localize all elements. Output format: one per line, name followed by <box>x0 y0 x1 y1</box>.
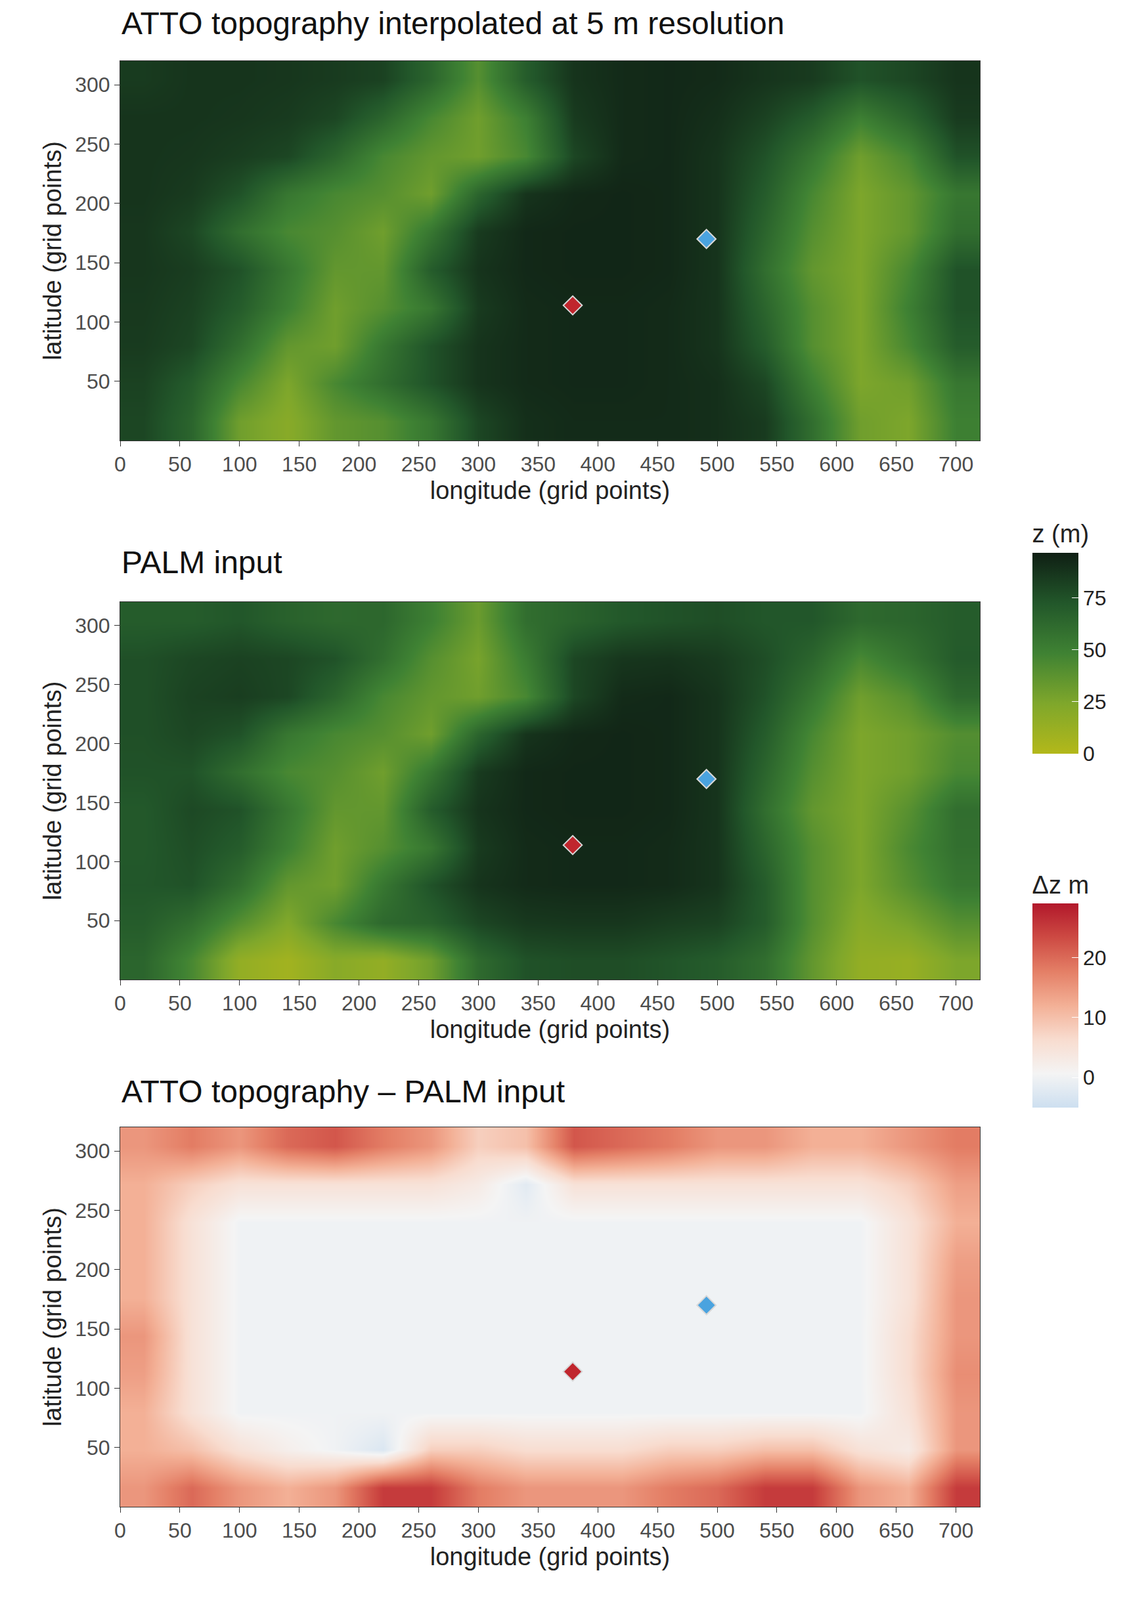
svg-text:longitude (grid points): longitude (grid points) <box>430 1543 670 1571</box>
svg-text:250: 250 <box>74 673 110 697</box>
svg-text:0: 0 <box>1082 742 1095 766</box>
svg-text:250: 250 <box>74 132 110 157</box>
svg-text:350: 350 <box>520 452 556 477</box>
svg-text:z (m): z (m) <box>1032 520 1090 548</box>
svg-text:650: 650 <box>878 1519 914 1543</box>
svg-text:100: 100 <box>221 991 257 1016</box>
svg-text:200: 200 <box>341 452 377 477</box>
svg-text:500: 500 <box>699 991 735 1016</box>
svg-text:700: 700 <box>938 1519 974 1543</box>
svg-text:latitude (grid points): latitude (grid points) <box>38 141 67 361</box>
svg-text:50: 50 <box>168 991 192 1016</box>
svg-text:150: 150 <box>281 452 317 477</box>
svg-text:550: 550 <box>759 1519 795 1543</box>
svg-text:250: 250 <box>401 991 437 1016</box>
svg-text:450: 450 <box>639 991 675 1016</box>
svg-text:300: 300 <box>74 614 110 638</box>
svg-text:0: 0 <box>114 1519 127 1543</box>
svg-text:50: 50 <box>168 452 192 477</box>
svg-text:600: 600 <box>818 1519 854 1543</box>
svg-text:500: 500 <box>699 1519 735 1543</box>
svg-text:500: 500 <box>699 452 735 477</box>
svg-text:0: 0 <box>1082 1065 1095 1090</box>
svg-text:400: 400 <box>580 452 616 477</box>
svg-text:150: 150 <box>281 1519 317 1543</box>
svg-text:350: 350 <box>520 1519 556 1543</box>
svg-text:latitude (grid points): latitude (grid points) <box>38 1207 67 1428</box>
svg-text:250: 250 <box>74 1199 110 1223</box>
svg-text:PALM input: PALM input <box>121 545 283 580</box>
svg-text:ATTO topography – PALM input: ATTO topography – PALM input <box>121 1074 565 1110</box>
svg-text:100: 100 <box>221 452 257 477</box>
svg-text:700: 700 <box>938 452 974 477</box>
svg-text:latitude (grid points): latitude (grid points) <box>38 681 67 902</box>
svg-text:ATTO topography interpolated a: ATTO topography interpolated at 5 m reso… <box>121 5 785 41</box>
svg-text:Δz m: Δz m <box>1032 871 1090 900</box>
svg-text:50: 50 <box>1082 638 1107 663</box>
svg-text:25: 25 <box>1082 690 1107 714</box>
svg-text:600: 600 <box>818 452 854 477</box>
svg-text:300: 300 <box>461 991 496 1016</box>
svg-text:10: 10 <box>1082 1006 1107 1030</box>
svg-text:50: 50 <box>86 1436 111 1460</box>
svg-text:100: 100 <box>74 1377 110 1401</box>
svg-text:450: 450 <box>639 452 675 477</box>
svg-text:50: 50 <box>86 369 111 394</box>
svg-text:400: 400 <box>580 991 616 1016</box>
svg-text:150: 150 <box>74 791 110 816</box>
svg-text:200: 200 <box>74 191 110 216</box>
svg-text:longitude (grid points): longitude (grid points) <box>430 1016 670 1044</box>
svg-text:600: 600 <box>818 991 854 1016</box>
svg-text:300: 300 <box>74 1139 110 1164</box>
svg-text:75: 75 <box>1082 586 1107 611</box>
svg-text:300: 300 <box>461 452 496 477</box>
svg-text:400: 400 <box>580 1519 616 1543</box>
svg-text:100: 100 <box>221 1519 257 1543</box>
svg-text:350: 350 <box>520 991 556 1016</box>
svg-text:0: 0 <box>114 991 127 1016</box>
svg-text:200: 200 <box>74 1258 110 1282</box>
svg-text:100: 100 <box>74 850 110 875</box>
svg-text:300: 300 <box>74 72 110 97</box>
svg-text:650: 650 <box>878 452 914 477</box>
svg-text:20: 20 <box>1082 946 1107 971</box>
svg-text:200: 200 <box>341 1519 377 1543</box>
svg-text:50: 50 <box>168 1519 192 1543</box>
svg-text:150: 150 <box>74 1317 110 1342</box>
svg-text:450: 450 <box>639 1519 675 1543</box>
svg-text:650: 650 <box>878 991 914 1016</box>
svg-text:200: 200 <box>74 732 110 756</box>
svg-text:300: 300 <box>461 1519 496 1543</box>
svg-text:550: 550 <box>759 991 795 1016</box>
svg-text:250: 250 <box>401 452 437 477</box>
svg-text:700: 700 <box>938 991 974 1016</box>
svg-text:250: 250 <box>401 1519 437 1543</box>
svg-text:longitude (grid points): longitude (grid points) <box>430 476 670 505</box>
svg-text:150: 150 <box>74 250 110 275</box>
svg-text:150: 150 <box>281 991 317 1016</box>
svg-text:200: 200 <box>341 991 377 1016</box>
svg-text:550: 550 <box>759 452 795 477</box>
svg-text:50: 50 <box>86 908 111 933</box>
svg-text:0: 0 <box>114 452 127 477</box>
svg-text:100: 100 <box>74 310 110 335</box>
